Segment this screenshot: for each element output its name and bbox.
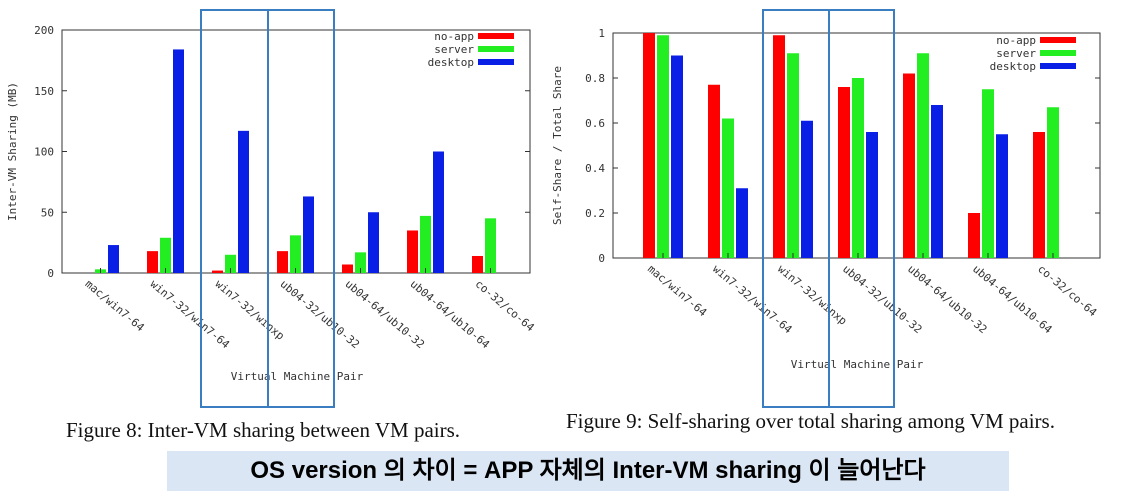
chart8-xlabel: Virtual Machine Pair [231,370,364,383]
chart9-legend-swatch-desktop [1040,63,1076,69]
figure9-caption: Figure 9: Self-sharing over total sharin… [566,409,1055,433]
chart8-group [61,29,531,274]
chart8-bar-desktop-1 [173,49,184,273]
chart8-legend-swatch-server [478,46,514,52]
chart8-bar-desktop-0 [108,245,119,273]
chart8-bar-server-6 [485,218,496,273]
chart8-bar-desktop-2 [238,130,249,273]
chart8-ylabel: Inter-VM Sharing (MB) [6,82,19,221]
chart8-ytick-label: 50 [41,206,54,219]
chart9-bar-server-0 [657,35,669,258]
chart9-legend-swatch-server [1040,50,1076,56]
caption-banner [167,451,1009,491]
chart8-bar-no-app-3 [277,251,288,273]
chart9-bar-no-app-2 [773,35,785,258]
chart8-legend-swatch-no-app [478,33,514,39]
chart8-bar-desktop-4 [368,212,379,273]
chart9-bar-server-1 [722,118,734,258]
highlight-box-1 [200,9,269,408]
chart9-bar-desktop-5 [996,134,1008,258]
chart9-xtick-label: mac/win7-64 [645,262,709,319]
chart8-xtick-label: co-32/co-64 [473,277,537,334]
chart9-ytick-label: 1 [598,27,605,40]
chart9-xtick-label: co-32/co-64 [1035,262,1099,319]
chart8-xtick-label: win7-32/winxp [213,277,287,342]
chart9-bar-server-5 [982,89,994,258]
chart8-ytick-label: 100 [34,146,54,159]
chart9-bar-server-4 [917,53,929,258]
chart9-bar-server-2 [787,53,799,258]
chart9-bar-desktop-3 [866,132,878,258]
chart8-legend-label-desktop: desktop [428,56,474,69]
chart9-bar-desktop-0 [671,55,683,258]
chart9-ylabel: Self-Share / Total Share [551,66,564,225]
chart9-legend-label-desktop: desktop [990,60,1036,73]
chart8-bar-server-4 [355,252,366,273]
chart8-bar-server-2 [225,254,236,273]
chart8-legend-label-server: server [434,43,474,56]
chart8-xtick-label: mac/win7-64 [83,277,147,334]
chart9-ytick-label: 0.6 [585,117,605,130]
chart8-legend-label-no-app: no-app [434,30,474,43]
chart9-bar-no-app-4 [903,73,915,258]
chart9-bar-desktop-2 [801,120,813,258]
chart8-ytick-label: 0 [47,267,54,280]
figure8-caption: Figure 8: Inter-VM sharing between VM pa… [66,418,461,442]
chart8-bar-no-app-2 [212,270,223,273]
highlight-box-2 [267,9,335,408]
chart9-bar-server-6 [1047,107,1059,258]
chart9-ytick-label: 0 [598,252,605,265]
chart8-bar-desktop-3 [303,196,314,273]
highlight-box-4 [828,9,895,408]
chart8-bar-server-5 [420,215,431,273]
chart8-bar-desktop-5 [433,151,444,273]
chart8-ytick-label: 150 [34,85,54,98]
chart9-bar-desktop-1 [736,188,748,258]
chart9-bar-no-app-1 [708,84,720,258]
chart9-legend-label-server: server [996,47,1036,60]
chart9-legend-label-no-app: no-app [996,34,1036,47]
chart8-ytick-label: 200 [34,24,54,37]
chart9-bar-desktop-4 [931,105,943,258]
chart9-bar-no-app-0 [643,33,655,258]
chart8-bar-server-3 [290,235,301,273]
chart8-bar-no-app-5 [407,230,418,273]
chart9-xtick-label: win7-32/winxp [775,262,849,327]
chart8-bar-no-app-6 [472,255,483,273]
chart8-bar-no-app-4 [342,264,353,273]
chart9-ytick-label: 0.4 [585,162,605,175]
chart8-bar-server-1 [160,237,171,273]
chart8-bar-no-app-1 [147,251,158,273]
chart9-legend-swatch-no-app [1040,37,1076,43]
chart9-bar-no-app-3 [838,87,850,258]
chart9-ytick-label: 0.2 [585,207,605,220]
chart9-bar-no-app-5 [968,213,980,258]
chart9-bar-no-app-6 [1033,132,1045,258]
chart9-bar-server-3 [852,78,864,258]
chart9-group [612,32,1101,259]
chart9-xlabel: Virtual Machine Pair [791,358,924,371]
caption-text: OS version 의 차이 = APP 자체의 Inter-VM shari… [250,457,926,484]
chart8-legend-swatch-desktop [478,59,514,65]
chart9-ytick-label: 0.8 [585,72,605,85]
